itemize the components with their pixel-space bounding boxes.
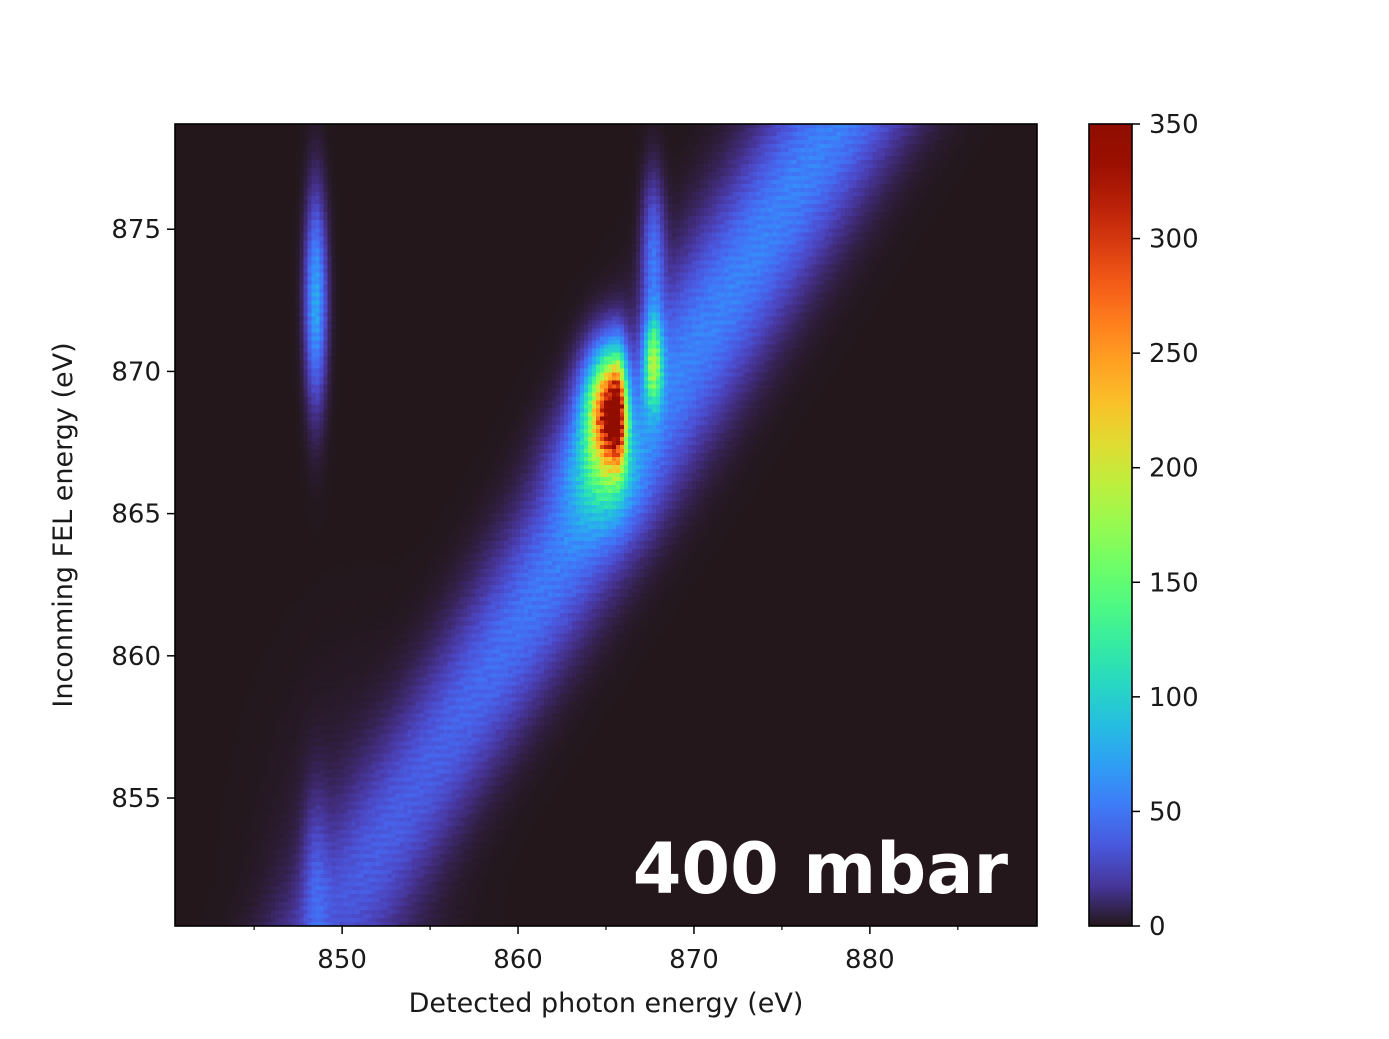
colorbar-tick-label: 50 xyxy=(1149,797,1182,827)
y-axis-title: Inconming FEL energy (eV) xyxy=(48,342,79,707)
y-tick-label: 855 xyxy=(111,784,161,814)
heatmap-image xyxy=(175,124,1037,926)
colorbar-tick-label: 200 xyxy=(1149,454,1199,484)
y-tick-label: 875 xyxy=(111,215,161,245)
x-tick-label: 850 xyxy=(317,945,367,975)
colorbar-gradient xyxy=(1089,124,1132,926)
colorbar-tick-label: 350 xyxy=(1149,110,1199,140)
x-tick-label: 870 xyxy=(669,945,719,975)
colorbar-tick-label: 0 xyxy=(1149,912,1166,942)
x-tick-label: 880 xyxy=(845,945,895,975)
colorbar-tick-label: 300 xyxy=(1149,225,1199,255)
plot-area: 400 mbar xyxy=(174,123,1038,927)
x-axis-title: Detected photon energy (eV) xyxy=(409,988,804,1019)
y-tick-label: 870 xyxy=(111,357,161,387)
x-axis: 850 860 870 880 xyxy=(253,926,959,975)
colorbar-axis: 0 50 100 150 200 250 300 350 xyxy=(1132,110,1199,942)
x-tick-label: 860 xyxy=(493,945,543,975)
colorbar: 0 50 100 150 200 250 300 350 xyxy=(1088,110,1199,942)
y-axis: 855 860 865 870 875 xyxy=(111,215,175,814)
y-tick-label: 865 xyxy=(111,500,161,530)
colorbar-tick-label: 150 xyxy=(1149,568,1199,598)
y-tick-label: 860 xyxy=(111,642,161,672)
colorbar-tick-label: 250 xyxy=(1149,339,1199,369)
pressure-annotation: 400 mbar xyxy=(633,828,1009,910)
colorbar-frame xyxy=(1088,123,1133,927)
colorbar-tick-label: 100 xyxy=(1149,683,1199,713)
